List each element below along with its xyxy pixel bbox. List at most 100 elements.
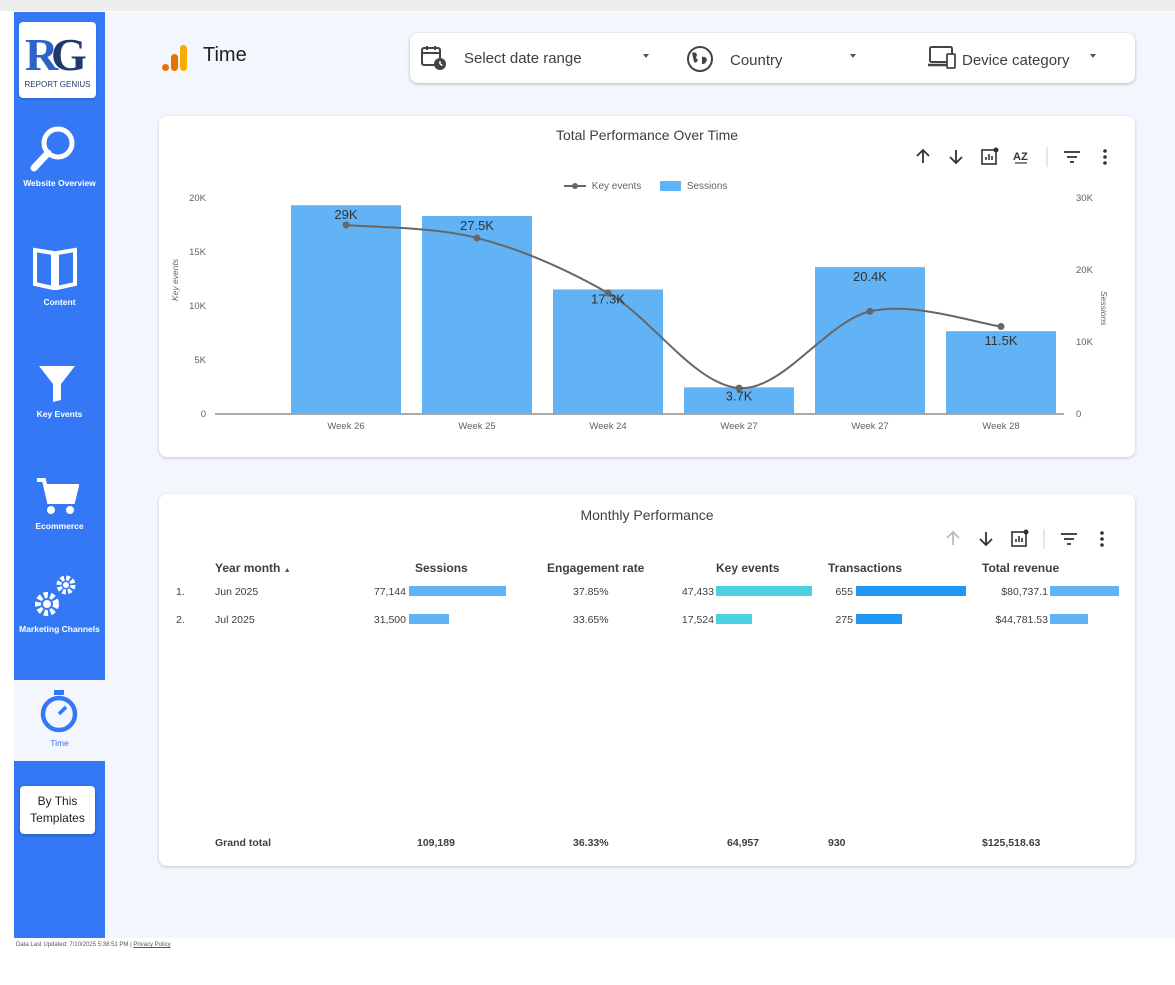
right-tick-label: 10K (1076, 337, 1094, 348)
chevron-down-icon (850, 54, 856, 58)
x-tick-label: Week 25 (458, 421, 495, 432)
monthly-performance-card: Monthly Performance Year month ▲ Session… (159, 494, 1135, 866)
cell-sessions: 31,500 (373, 614, 406, 626)
chevron-down-icon (1090, 54, 1096, 58)
report-genius-logo[interactable]: R G REPORT GENIUS (19, 22, 96, 98)
sidebar-item-key-events[interactable]: Key Events (14, 360, 105, 430)
header-transactions[interactable]: Transactions (828, 561, 903, 575)
legend-bar-swatch (660, 181, 682, 192)
sidebar-item-time[interactable]: Time (14, 680, 105, 761)
grand-total-transactions: 930 (828, 837, 846, 849)
grand-total-sessions: 109,189 (417, 837, 455, 849)
sessions-bar (815, 267, 925, 414)
header-key-events[interactable]: Key events (716, 561, 780, 575)
filter-bar: Select date range Country Device categor… (410, 33, 1135, 83)
legend-key-events: Key events (591, 181, 642, 192)
cta-line-2: Templates (30, 811, 85, 825)
cart-icon (37, 478, 79, 514)
key-events-point (604, 289, 612, 297)
key-events-bar (716, 586, 812, 596)
sort-az-icon[interactable]: AZ (1013, 151, 1028, 164)
header-engagement-rate[interactable]: Engagement rate (547, 561, 645, 575)
left-tick-label: 0 (201, 409, 206, 420)
sessions-data-label: 3.7K (726, 388, 753, 403)
footer: Data Last Updated: 7/10/2025 5:38:51 PM … (16, 942, 171, 948)
sidebar-item-website-overview[interactable]: Website Overview (14, 122, 105, 202)
legend-line-swatch (564, 183, 586, 190)
sessions-data-label: 20.4K (853, 269, 887, 284)
date-range-label: Select date range (464, 50, 582, 67)
top-strip (0, 0, 1175, 11)
cell-transactions: 655 (835, 586, 853, 598)
date-range-control[interactable]: Select date range (420, 33, 652, 83)
sort-up-icon: ▲ (283, 567, 291, 574)
country-control[interactable]: Country (686, 33, 866, 83)
sessions-data-label: 11.5K (984, 333, 1017, 348)
more-vert-icon[interactable] (1100, 531, 1104, 547)
book-icon (33, 247, 77, 290)
revenue-bar (1050, 614, 1088, 624)
chart-options-icon[interactable] (1011, 529, 1029, 547)
right-tick-label: 0 (1076, 409, 1081, 420)
sort-ascending-icon[interactable] (946, 530, 960, 545)
sidebar-item-label: Time (50, 738, 69, 748)
svg-text:AZ: AZ (1013, 151, 1028, 163)
devices-icon (928, 46, 956, 69)
privacy-policy-link[interactable]: Privacy Policy (133, 942, 171, 948)
more-vert-icon[interactable] (1103, 149, 1107, 165)
key-events-point (342, 221, 350, 229)
cell-month: Jun 2025 (215, 586, 259, 598)
combo-chart-plot: 0 5K 10K 15K 20K 0 10K 20K 30K Week 26 Week 25 Week… (189, 193, 1094, 432)
filter-icon[interactable] (1064, 151, 1080, 163)
funnel-icon (39, 366, 75, 402)
sessions-data-label: 27.5K (460, 218, 494, 233)
last-updated-text: Data Last Updated: 7/10/2025 5:38:51 PM (16, 942, 129, 948)
header-sessions[interactable]: Sessions (415, 561, 468, 575)
svg-text:R: R (25, 29, 59, 80)
chart-options-icon[interactable] (981, 147, 999, 165)
legend-sessions: Sessions (686, 181, 728, 192)
sort-descending-icon[interactable] (979, 532, 993, 547)
sessions-bar (409, 586, 506, 596)
cell-month: Jul 2025 (215, 614, 255, 626)
transactions-bar (856, 586, 966, 596)
stopwatch-icon (40, 690, 78, 733)
buy-templates-button[interactable]: By This Templates (20, 786, 95, 834)
search-icon (30, 126, 75, 172)
header-total-revenue[interactable]: Total revenue (982, 561, 1060, 575)
sessions-bar (422, 216, 532, 414)
x-tick-label: Week 27 (720, 421, 757, 432)
header-year-month[interactable]: Year month ▲ (215, 561, 291, 575)
revenue-bar (1050, 586, 1119, 596)
rg-logo-mark-icon: R G (25, 29, 87, 80)
logo-text: REPORT GENIUS (24, 80, 91, 89)
sidebar: R G REPORT GENIUS Website Overview Conte… (14, 12, 105, 938)
key-events-point (866, 307, 874, 315)
footer-separator: | (130, 942, 132, 948)
sort-ascending-icon[interactable] (916, 148, 930, 163)
left-tick-label: 5K (194, 355, 206, 366)
sidebar-item-marketing-channels[interactable]: Marketing Channels (14, 572, 105, 642)
sidebar-item-ecommerce[interactable]: Ecommerce (14, 474, 105, 544)
right-tick-label: 30K (1076, 193, 1094, 204)
cell-key-events: 47,433 (681, 586, 714, 598)
key-events-bar (716, 614, 752, 624)
left-tick-label: 15K (189, 247, 207, 258)
grand-total-label: Grand total (215, 837, 272, 849)
row-index: 2. (176, 614, 185, 626)
cell-engagement: 37.85% (573, 586, 609, 598)
filter-icon[interactable] (1061, 533, 1077, 545)
chart-toolbar: AZ (916, 147, 1107, 167)
cell-engagement: 33.65% (573, 614, 609, 626)
x-tick-label: Week 26 (327, 421, 364, 432)
sidebar-item-label: Website Overview (23, 178, 96, 188)
cell-revenue: $80,737.1 (1001, 586, 1048, 598)
cell-revenue: $44,781.53 (995, 614, 1048, 626)
device-category-control[interactable]: Device category (927, 33, 1127, 83)
sidebar-item-content[interactable]: Content (14, 242, 105, 322)
row-index: 1. (176, 586, 185, 598)
sessions-bar (946, 331, 1056, 414)
sort-descending-icon[interactable] (949, 150, 963, 165)
cell-key-events: 17,524 (681, 614, 714, 626)
analytics-icon (162, 45, 187, 71)
